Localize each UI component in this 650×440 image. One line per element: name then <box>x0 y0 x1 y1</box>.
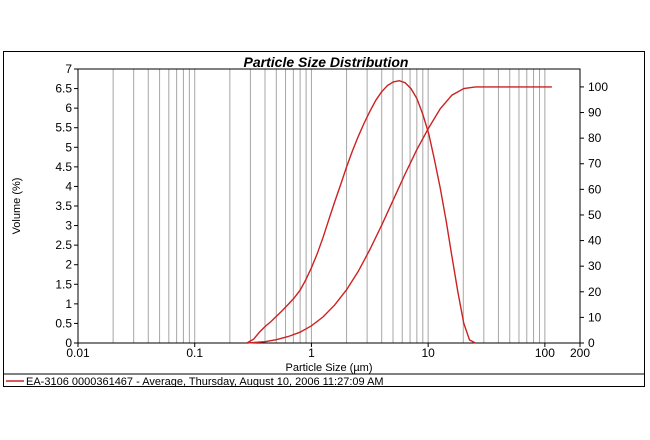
y-tick-label: 5 <box>65 140 72 154</box>
y2-tick-label: 10 <box>588 310 602 324</box>
x-tick-label: 0.1 <box>186 346 203 360</box>
y2-tick-label: 40 <box>588 234 602 248</box>
y2-tick-label: 100 <box>588 80 608 94</box>
x-axis-title: Particle Size (µm) <box>285 362 372 374</box>
y-tick-label: 3.5 <box>55 199 72 213</box>
y-axis-title: Volume (%) <box>11 178 23 235</box>
y2-tick-label: 30 <box>588 259 602 273</box>
y2-tick-label: 90 <box>588 106 602 120</box>
y-tick-label: 0 <box>65 336 72 350</box>
chart-title: Particle Size Distribution <box>244 54 409 70</box>
y-tick-label: 1 <box>65 297 72 311</box>
x-tick-label: 200 <box>570 346 590 360</box>
y2-tick-label: 60 <box>588 182 602 196</box>
x-tick-label: 0.01 <box>66 346 90 360</box>
y-tick-label: 0.5 <box>55 316 72 330</box>
x-tick-label: 1 <box>308 346 315 360</box>
grid <box>112 69 546 343</box>
x-tick-label: 100 <box>535 346 555 360</box>
y-tick-label: 3 <box>65 219 72 233</box>
y2-tick-label: 0 <box>588 336 595 350</box>
y-tick-label: 1.5 <box>55 277 72 291</box>
y-tick-label: 2.5 <box>55 238 72 252</box>
y2-tick-label: 70 <box>588 157 602 171</box>
x-axis-ticks: 0.01 0.1 1 10 100 200 <box>66 343 590 360</box>
chart-frame: Particle Size Distribution 0 0.5 1 1.5 2 2.5 3… <box>3 51 645 387</box>
x-tick-label: 10 <box>421 346 435 360</box>
y-tick-label: 4 <box>65 179 72 193</box>
y-tick-label: 7 <box>65 62 72 76</box>
y-tick-label: 4.5 <box>55 160 72 174</box>
y-tick-label: 2 <box>65 258 72 272</box>
legend-label: EA-3106 0000361467 - Average, Thursday, … <box>26 376 384 386</box>
frequency-curve <box>246 79 476 344</box>
y2-axis-ticks: 0 10 20 30 40 50 60 70 80 90 100 <box>580 80 608 350</box>
plot-area-border <box>77 68 581 344</box>
y-tick-label: 6.5 <box>55 82 72 96</box>
series-lines <box>246 79 552 344</box>
y-tick-label: 6 <box>65 101 72 115</box>
y-axis-ticks: 0 0.5 1 1.5 2 2.5 3 3.5 4 4.5 5 5.5 6 6.5 7 <box>55 62 78 350</box>
cumulative-curve <box>246 86 552 344</box>
y2-tick-label: 50 <box>588 208 602 222</box>
y-tick-label: 5.5 <box>55 121 72 135</box>
particle-size-chart: Particle Size Distribution 0 0.5 1 1.5 2 2.5 3… <box>4 54 644 386</box>
y2-tick-label: 20 <box>588 285 602 299</box>
y2-tick-label: 80 <box>588 131 602 145</box>
